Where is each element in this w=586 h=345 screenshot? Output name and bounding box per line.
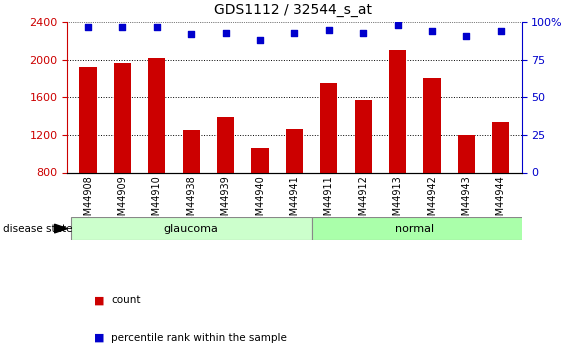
Polygon shape xyxy=(54,224,67,233)
Point xyxy=(462,33,471,39)
Text: glaucoma: glaucoma xyxy=(164,224,219,234)
Point xyxy=(83,24,93,30)
Bar xyxy=(286,129,303,172)
Bar xyxy=(71,217,312,240)
Text: disease state: disease state xyxy=(3,224,73,234)
Point xyxy=(496,29,506,34)
Bar xyxy=(148,58,165,172)
Point xyxy=(118,24,127,30)
Text: normal: normal xyxy=(396,224,434,234)
Bar xyxy=(312,217,535,240)
Text: percentile rank within the sample: percentile rank within the sample xyxy=(111,333,287,343)
Point xyxy=(152,24,162,30)
Point xyxy=(255,38,265,43)
Point xyxy=(427,29,437,34)
Bar xyxy=(251,148,268,172)
Text: ■: ■ xyxy=(94,295,104,305)
Point xyxy=(186,32,196,37)
Bar xyxy=(458,135,475,172)
Bar xyxy=(321,83,338,172)
Bar xyxy=(492,122,509,172)
Point xyxy=(393,23,403,28)
Bar xyxy=(389,50,406,172)
Bar xyxy=(114,63,131,172)
Text: ■: ■ xyxy=(94,333,104,343)
Point xyxy=(359,30,368,36)
Bar xyxy=(217,117,234,172)
Point xyxy=(221,30,230,36)
Bar xyxy=(424,78,441,172)
Bar xyxy=(80,67,97,172)
Point xyxy=(324,27,333,33)
Bar xyxy=(183,130,200,172)
Text: count: count xyxy=(111,295,141,305)
Bar xyxy=(355,100,372,172)
Text: GDS1112 / 32544_s_at: GDS1112 / 32544_s_at xyxy=(214,3,372,18)
Point xyxy=(290,30,299,36)
